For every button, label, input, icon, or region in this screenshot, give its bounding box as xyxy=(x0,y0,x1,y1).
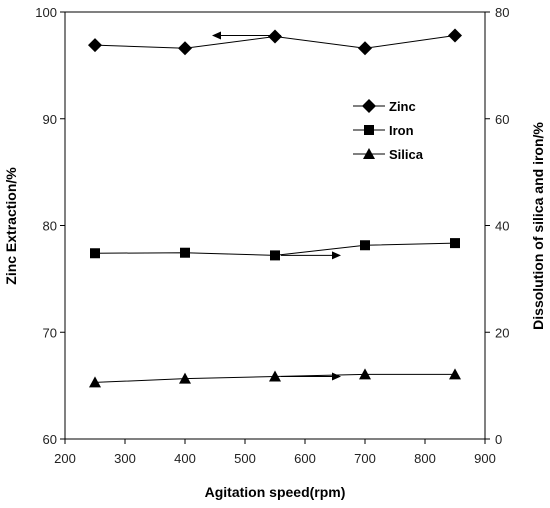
data-point-zinc xyxy=(358,41,372,56)
x-tick-label: 400 xyxy=(174,451,196,466)
data-point-iron xyxy=(90,248,100,259)
data-point-zinc xyxy=(88,38,102,53)
x-tick-label: 800 xyxy=(414,451,436,466)
x-tick-label: 500 xyxy=(234,451,256,466)
x-tick-label: 300 xyxy=(114,451,136,466)
arrow-zinc xyxy=(212,31,281,40)
y-right-tick-label: 0 xyxy=(495,432,502,447)
legend-marker-zinc xyxy=(362,99,376,113)
y-left-tick-label: 70 xyxy=(43,325,57,340)
x-tick-label: 700 xyxy=(354,451,376,466)
y-right-tick-label: 40 xyxy=(495,219,509,234)
arrow-head xyxy=(212,31,221,40)
legend-label-zinc: Zinc xyxy=(389,99,416,114)
data-point-silica xyxy=(89,376,101,388)
legend-label-iron: Iron xyxy=(389,123,414,138)
legend-marker-iron xyxy=(364,125,374,135)
y-right-tick-label: 60 xyxy=(495,112,509,127)
data-point-silica xyxy=(179,372,191,384)
y-left-tick-label: 80 xyxy=(43,219,57,234)
data-point-zinc xyxy=(178,41,192,56)
legend-label-silica: Silica xyxy=(389,147,424,162)
x-tick-label: 600 xyxy=(294,451,316,466)
data-point-zinc xyxy=(268,29,282,44)
x-tick-label: 900 xyxy=(474,451,496,466)
y-left-tick-label: 100 xyxy=(35,5,57,20)
data-point-iron xyxy=(450,238,460,249)
axes: 200 300 400 500 600 700 800 900 60 70 80 90 100 0 20 40… xyxy=(35,5,509,466)
data-point-iron xyxy=(360,240,370,251)
arrow-head xyxy=(332,372,341,381)
y-left-tick-label: 60 xyxy=(43,432,57,447)
y-right-tick-label: 80 xyxy=(495,5,509,20)
data-point-zinc xyxy=(448,28,462,43)
data-point-iron xyxy=(270,250,280,261)
arrow-silica xyxy=(281,372,341,381)
data-point-silica xyxy=(269,370,281,382)
legend-marker-silica xyxy=(363,148,375,159)
x-axis-title: Agitation speed(rpm) xyxy=(205,484,346,500)
y-left-tick-label: 90 xyxy=(43,112,57,127)
arrow-head xyxy=(332,251,341,260)
legend: Zinc Iron Silica xyxy=(353,99,424,162)
y-left-axis-title: Zinc Extraction/% xyxy=(3,167,19,285)
y-right-axis-title: Dissolution of silica and iron/% xyxy=(530,122,546,330)
data-point-iron xyxy=(180,247,190,258)
y-right-tick-label: 20 xyxy=(495,325,509,340)
data-point-silica xyxy=(359,368,371,380)
data-point-silica xyxy=(449,368,461,380)
series-layer xyxy=(88,28,462,388)
x-tick-label: 200 xyxy=(54,451,76,466)
annotations xyxy=(212,31,341,381)
arrow-iron xyxy=(281,251,341,260)
